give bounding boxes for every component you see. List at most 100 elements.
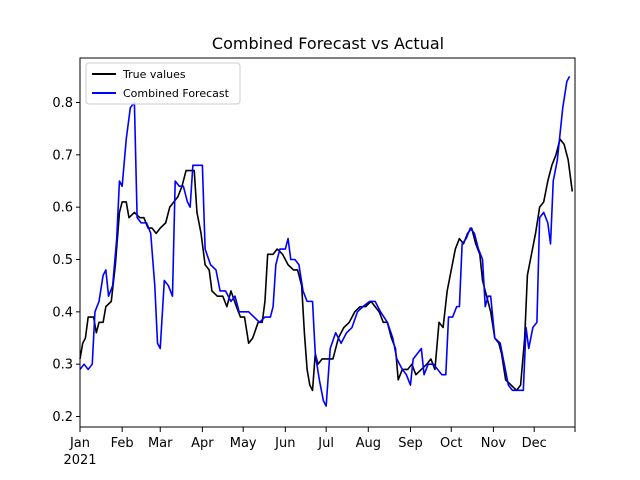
data-point bbox=[279, 248, 281, 250]
data-point bbox=[503, 363, 505, 365]
data-point bbox=[165, 222, 167, 224]
data-point bbox=[531, 253, 533, 255]
data-point bbox=[177, 196, 179, 198]
data-point bbox=[202, 165, 204, 167]
data-point bbox=[85, 337, 87, 339]
data-point bbox=[192, 165, 194, 167]
x-tick-year-label: 2021 bbox=[63, 453, 96, 468]
data-point bbox=[248, 311, 250, 313]
x-tick-label: Feb bbox=[111, 436, 134, 451]
data-point bbox=[200, 233, 202, 235]
data-point bbox=[287, 238, 289, 240]
data-point bbox=[298, 264, 300, 266]
data-point bbox=[499, 342, 501, 344]
data-point bbox=[130, 107, 132, 109]
data-point bbox=[119, 212, 121, 214]
data-point bbox=[442, 327, 444, 329]
plot-frame bbox=[79, 57, 576, 428]
data-point bbox=[219, 290, 221, 292]
data-point bbox=[259, 322, 261, 324]
data-point bbox=[365, 306, 367, 308]
data-point bbox=[369, 301, 371, 303]
data-point bbox=[456, 306, 458, 308]
data-point bbox=[430, 358, 432, 360]
data-point bbox=[140, 222, 142, 224]
data-point bbox=[465, 238, 467, 240]
data-point bbox=[125, 201, 127, 203]
data-point bbox=[108, 295, 110, 297]
data-point bbox=[512, 390, 514, 392]
data-point bbox=[396, 358, 398, 360]
data-point bbox=[563, 144, 565, 146]
data-point bbox=[275, 264, 277, 266]
data-point bbox=[272, 253, 274, 255]
data-point bbox=[412, 358, 414, 360]
data-point bbox=[96, 332, 98, 334]
data-point bbox=[306, 369, 308, 371]
data-point bbox=[146, 222, 148, 224]
data-point bbox=[437, 369, 439, 371]
data-point bbox=[238, 311, 240, 313]
data-point bbox=[421, 369, 423, 371]
x-tick-label: Apr bbox=[191, 436, 214, 451]
data-point bbox=[217, 295, 219, 297]
data-point bbox=[523, 390, 525, 392]
data-point bbox=[121, 201, 123, 203]
legend: True values Combined Forecast bbox=[85, 62, 241, 105]
data-point bbox=[329, 348, 331, 350]
data-point bbox=[407, 369, 409, 371]
data-point bbox=[543, 212, 545, 214]
y-tick-label: 0.8 bbox=[52, 96, 73, 111]
data-point bbox=[528, 348, 530, 350]
data-point bbox=[527, 274, 529, 276]
data-point bbox=[433, 363, 435, 365]
data-point bbox=[441, 374, 443, 376]
data-point bbox=[87, 316, 89, 318]
data-point bbox=[196, 212, 198, 214]
data-point bbox=[215, 269, 217, 271]
data-point bbox=[550, 243, 552, 245]
data-point bbox=[208, 269, 210, 271]
data-point bbox=[87, 369, 89, 371]
series-line-combined-forecast bbox=[79, 75, 571, 407]
data-point bbox=[382, 322, 384, 324]
y-tick-label: 0.5 bbox=[52, 253, 73, 268]
data-point bbox=[517, 390, 519, 392]
data-point bbox=[159, 348, 161, 350]
data-point bbox=[98, 301, 100, 303]
data-point bbox=[450, 269, 452, 271]
data-point bbox=[551, 165, 553, 167]
y-tick-label: 0.4 bbox=[52, 305, 73, 320]
data-point bbox=[154, 285, 156, 287]
data-point bbox=[261, 322, 263, 324]
data-point bbox=[312, 301, 314, 303]
data-point bbox=[520, 384, 522, 386]
data-point bbox=[351, 327, 353, 329]
data-point bbox=[415, 374, 417, 376]
data-point bbox=[155, 233, 157, 235]
data-point bbox=[105, 269, 107, 271]
data-point bbox=[185, 170, 187, 172]
data-point bbox=[452, 316, 454, 318]
data-point bbox=[267, 253, 269, 255]
x-tick-label: Nov bbox=[481, 436, 507, 451]
data-point bbox=[469, 227, 471, 229]
data-point bbox=[198, 165, 200, 167]
data-point bbox=[327, 358, 329, 360]
data-point bbox=[482, 259, 484, 261]
data-point bbox=[410, 384, 412, 386]
data-point bbox=[91, 363, 93, 365]
x-tick-label: Dec bbox=[522, 436, 547, 451]
data-point bbox=[98, 322, 100, 324]
data-point bbox=[157, 342, 159, 344]
data-point bbox=[276, 248, 278, 250]
data-point bbox=[252, 337, 254, 339]
data-point bbox=[125, 138, 127, 140]
data-point bbox=[134, 212, 136, 214]
data-point bbox=[562, 107, 564, 109]
data-point bbox=[323, 400, 325, 402]
data-point bbox=[90, 316, 92, 318]
chart-title: Combined Forecast vs Actual bbox=[212, 34, 444, 53]
data-point bbox=[397, 379, 399, 381]
